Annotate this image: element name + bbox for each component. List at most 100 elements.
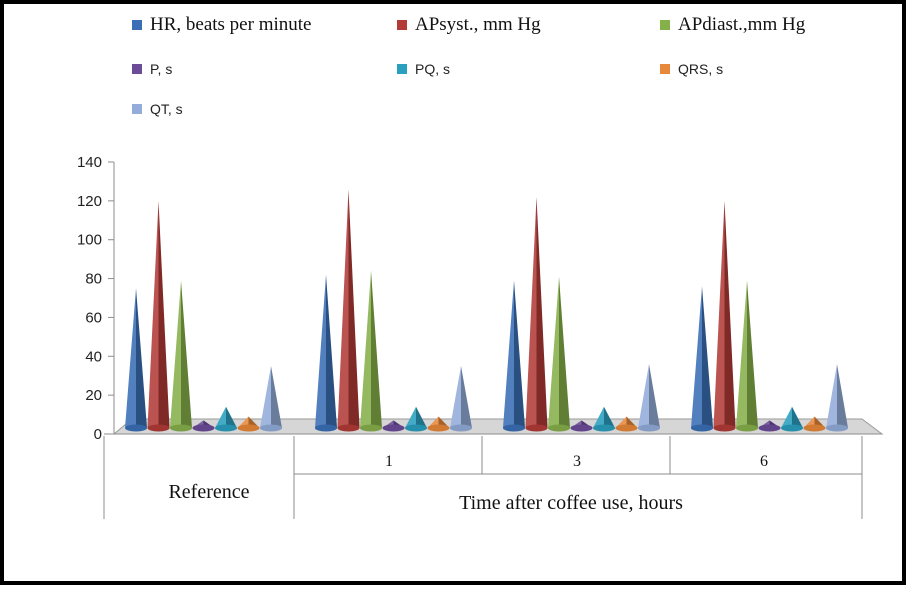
- legend-item: QRS, s: [660, 61, 723, 77]
- cone-right-face: [326, 274, 337, 428]
- cone-right-face: [226, 406, 237, 428]
- category-label: 1: [385, 453, 393, 470]
- cone-right-face: [792, 406, 803, 428]
- cone-base: [450, 424, 472, 432]
- cone-right-face: [181, 280, 192, 428]
- cone-mark: [593, 406, 615, 432]
- cone-base: [525, 424, 548, 432]
- y-tick-label: 100: [77, 232, 102, 249]
- cone-mark: [615, 416, 638, 432]
- cone-base: [337, 424, 360, 432]
- cone-series: [125, 189, 848, 432]
- cone-base: [758, 424, 781, 432]
- cone-base: [315, 424, 337, 432]
- cone-base: [713, 424, 736, 432]
- cone-base: [192, 424, 215, 432]
- cone-right-face: [649, 364, 660, 428]
- cone-mark: [570, 420, 593, 432]
- cone-mark: [691, 286, 713, 432]
- y-tick-label: 120: [77, 193, 102, 210]
- cone-left-face: [260, 366, 271, 428]
- cone-base: [803, 424, 826, 432]
- cone-left-face: [713, 200, 725, 428]
- cone-mark: [360, 270, 382, 432]
- cone-mark: [170, 280, 192, 432]
- cone-left-face: [548, 276, 559, 428]
- cone-left-face: [125, 288, 136, 428]
- cone-mark: [260, 366, 282, 432]
- legend-label: QRS, s: [678, 61, 723, 77]
- cone-mark: [736, 280, 758, 432]
- cone-base: [503, 424, 525, 432]
- legend-item: QT, s: [132, 101, 183, 117]
- cone-right-face: [461, 366, 472, 428]
- cone-right-face: [136, 288, 147, 428]
- cone-left-face: [450, 366, 461, 428]
- cone-base: [638, 424, 660, 432]
- cone-left-face: [691, 286, 702, 428]
- cone-chart: HR, beats per minute APsyst., mm Hg APdias…: [77, 14, 884, 519]
- cone-mark: [215, 406, 237, 432]
- cone-mark: [237, 416, 260, 432]
- y-tick-label: 0: [94, 426, 102, 443]
- cone-right-face: [837, 364, 848, 428]
- cone-base: [615, 424, 638, 432]
- cone-mark: [315, 274, 337, 432]
- cone-mark: [758, 420, 781, 432]
- cone-mark: [826, 364, 848, 432]
- cone-base: [570, 424, 593, 432]
- cone-mark: [382, 420, 405, 432]
- legend-label: PQ, s: [415, 61, 450, 77]
- legend-label: HR, beats per minute: [150, 14, 311, 35]
- cone-left-face: [405, 406, 416, 428]
- cone-left-face: [781, 406, 792, 428]
- cone-right-face: [536, 196, 548, 428]
- cone-left-face: [360, 270, 371, 428]
- legend: HR, beats per minute APsyst., mm Hg APdias…: [132, 14, 806, 117]
- cone-right-face: [702, 286, 713, 428]
- legend-swatch: [660, 64, 670, 74]
- cone-right-face: [747, 280, 758, 428]
- y-tick-label: 60: [85, 309, 102, 326]
- cone-mark: [503, 280, 525, 432]
- category-axis-table: Reference 1 3 6: [103, 436, 863, 519]
- cone-base: [548, 424, 570, 432]
- cone-left-face: [826, 364, 837, 428]
- cone-base: [691, 424, 713, 432]
- legend-swatch: [660, 20, 670, 30]
- legend-swatch: [397, 20, 407, 30]
- legend-item: P, s: [132, 61, 172, 77]
- cone-left-face: [593, 406, 604, 428]
- cone-left-face: [315, 274, 326, 428]
- cone-mark: [781, 406, 803, 432]
- legend-item: APsyst., mm Hg: [397, 14, 541, 35]
- cone-mark: [803, 416, 826, 432]
- y-axis: 0 20 40 60 80 100 120 140: [77, 154, 115, 443]
- legend-label: APsyst., mm Hg: [415, 14, 541, 35]
- cone-right-face: [559, 276, 570, 428]
- category-label: 6: [760, 453, 768, 470]
- cone-right-face: [348, 189, 360, 428]
- cone-left-face: [337, 189, 349, 428]
- cone-right-face: [724, 200, 736, 428]
- cone-mark: [337, 189, 360, 432]
- legend-label: APdiast.,mm Hg: [678, 14, 806, 35]
- cone-base: [826, 424, 848, 432]
- legend-item: APdiast.,mm Hg: [660, 14, 806, 35]
- y-tick-label: 20: [85, 387, 102, 404]
- cone-left-face: [503, 280, 514, 428]
- cone-base: [215, 424, 237, 432]
- cone-base: [147, 424, 170, 432]
- legend-swatch: [397, 64, 407, 74]
- legend-swatch: [132, 64, 142, 74]
- cone-base: [427, 424, 450, 432]
- legend-swatch: [132, 104, 142, 114]
- cone-right-face: [271, 366, 282, 428]
- cone-mark: [638, 364, 660, 432]
- cone-right-face: [158, 200, 170, 428]
- cone-mark: [147, 200, 170, 432]
- cone-left-face: [215, 406, 226, 428]
- cone-base: [382, 424, 405, 432]
- cone-base: [260, 424, 282, 432]
